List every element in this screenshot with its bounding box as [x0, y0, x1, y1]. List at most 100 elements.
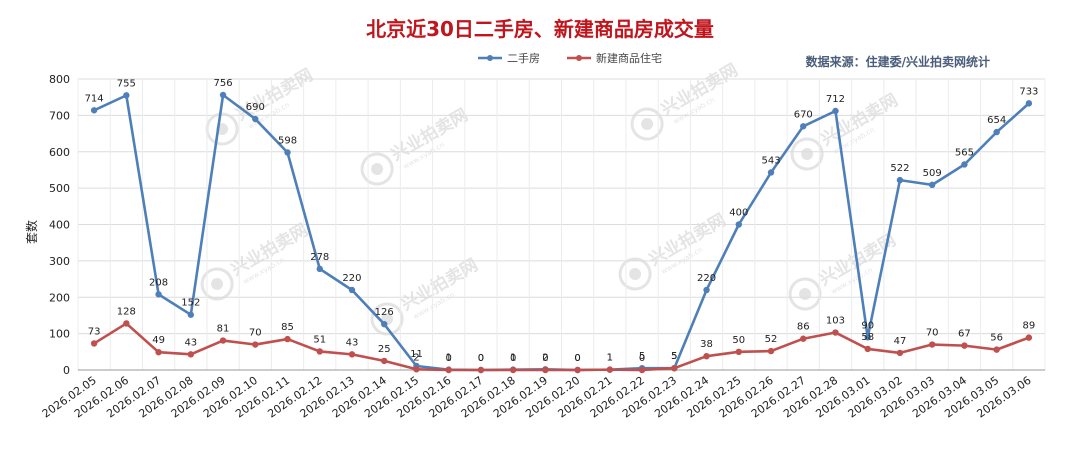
- legend-label: 新建商品住宅: [596, 51, 662, 65]
- data-label: 543: [761, 155, 780, 166]
- data-label: 0: [574, 353, 580, 364]
- data-label: 509: [923, 168, 942, 179]
- data-point: [413, 366, 420, 373]
- data-label: 89: [1023, 321, 1036, 332]
- data-label: 152: [181, 298, 200, 309]
- data-label: 11: [410, 349, 423, 360]
- data-label: 67: [958, 329, 971, 340]
- legend-label: 二手房: [507, 51, 540, 65]
- data-point: [864, 345, 871, 353]
- data-point: [187, 311, 195, 318]
- data-point: [316, 348, 323, 355]
- data-point: [832, 107, 839, 115]
- data-label: 2: [413, 352, 419, 363]
- data-label: 208: [149, 277, 168, 288]
- data-source: 数据来源：住建委/兴业拍卖网统计: [806, 54, 990, 69]
- data-label: 47: [894, 336, 907, 347]
- y-tick-label: 400: [49, 219, 70, 232]
- data-point: [381, 320, 388, 328]
- chart-title: 北京近30日二手房、新建商品房成交量: [366, 17, 714, 41]
- data-point: [800, 335, 807, 342]
- data-point: [252, 115, 259, 123]
- data-label: 0: [639, 353, 645, 364]
- data-label: 51: [313, 334, 326, 345]
- y-tick-label: 200: [49, 291, 70, 304]
- watermark-logo-icon: [360, 152, 394, 186]
- data-label: 1: [510, 353, 516, 364]
- data-point: [735, 221, 742, 228]
- data-label: 278: [310, 252, 329, 263]
- watermark-logo-icon: [788, 277, 822, 311]
- y-tick-label: 800: [49, 73, 70, 86]
- data-label: 714: [85, 93, 104, 104]
- data-point: [961, 342, 968, 349]
- data-point: [155, 291, 162, 298]
- data-label: 598: [278, 135, 297, 146]
- data-point: [735, 348, 742, 356]
- data-label: 73: [88, 326, 101, 337]
- data-label: 565: [955, 147, 974, 158]
- data-label: 756: [214, 78, 233, 89]
- data-point: [832, 329, 839, 336]
- data-point: [767, 347, 775, 355]
- data-point: [638, 366, 646, 374]
- data-label: 670: [794, 109, 813, 120]
- watermark-logo-icon: [205, 112, 239, 146]
- data-label: 5: [639, 351, 645, 362]
- data-point: [477, 366, 485, 374]
- watermark-logo-icon: [211, 278, 224, 290]
- data-point: [252, 341, 259, 348]
- data-point: [316, 265, 323, 273]
- y-axis-label: 套数: [24, 220, 39, 244]
- data-label: 90: [861, 320, 874, 331]
- y-tick-label: 600: [49, 146, 70, 159]
- data-label: 70: [926, 328, 939, 339]
- data-point: [703, 286, 710, 294]
- series-line-new: [93, 322, 1030, 372]
- data-point: [767, 169, 775, 176]
- data-point: [864, 334, 871, 341]
- data-point: [123, 92, 130, 99]
- data-label: 0: [542, 353, 548, 364]
- data-label: 0: [510, 353, 516, 364]
- watermark-logo-icon: [799, 288, 812, 300]
- data-label: 400: [729, 208, 748, 219]
- data-point: [896, 349, 904, 357]
- data-label: 220: [342, 273, 361, 284]
- data-point: [155, 348, 162, 356]
- data-label: 522: [890, 163, 909, 174]
- watermark-logo-icon: [641, 118, 654, 130]
- data-point: [187, 351, 195, 358]
- data-label: 2: [542, 352, 548, 363]
- data-label: 128: [117, 306, 136, 317]
- data-label: 58: [861, 332, 874, 343]
- y-tick-label: 500: [49, 182, 70, 195]
- data-point: [574, 366, 581, 374]
- watermark-logo-icon: [371, 163, 384, 175]
- data-label: 0: [478, 353, 484, 364]
- watermark-logo-icon: [801, 148, 814, 160]
- data-point: [445, 366, 452, 374]
- data-point: [219, 91, 227, 99]
- data-point: [90, 340, 98, 347]
- legend-marker: [576, 55, 582, 61]
- data-label: 220: [697, 273, 716, 284]
- data-label: 712: [826, 94, 845, 105]
- data-point: [961, 161, 968, 168]
- data-point: [90, 107, 98, 114]
- data-label: 0: [478, 353, 484, 364]
- data-point: [348, 286, 356, 294]
- data-label: 25: [378, 344, 391, 355]
- data-label: 38: [700, 339, 713, 350]
- data-point: [606, 366, 614, 373]
- watermark-logo-icon: [630, 107, 664, 141]
- data-point: [703, 352, 710, 360]
- data-label: 733: [1019, 86, 1038, 97]
- data-point: [123, 320, 130, 327]
